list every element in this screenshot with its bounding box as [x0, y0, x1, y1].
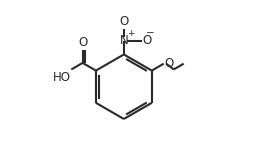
Text: +: + — [127, 29, 135, 38]
Text: N: N — [120, 34, 128, 47]
Text: O: O — [165, 57, 174, 70]
Text: −: − — [146, 28, 155, 38]
Text: O: O — [119, 15, 128, 28]
Text: O: O — [142, 34, 152, 47]
Text: O: O — [78, 36, 87, 49]
Text: HO: HO — [53, 71, 70, 84]
